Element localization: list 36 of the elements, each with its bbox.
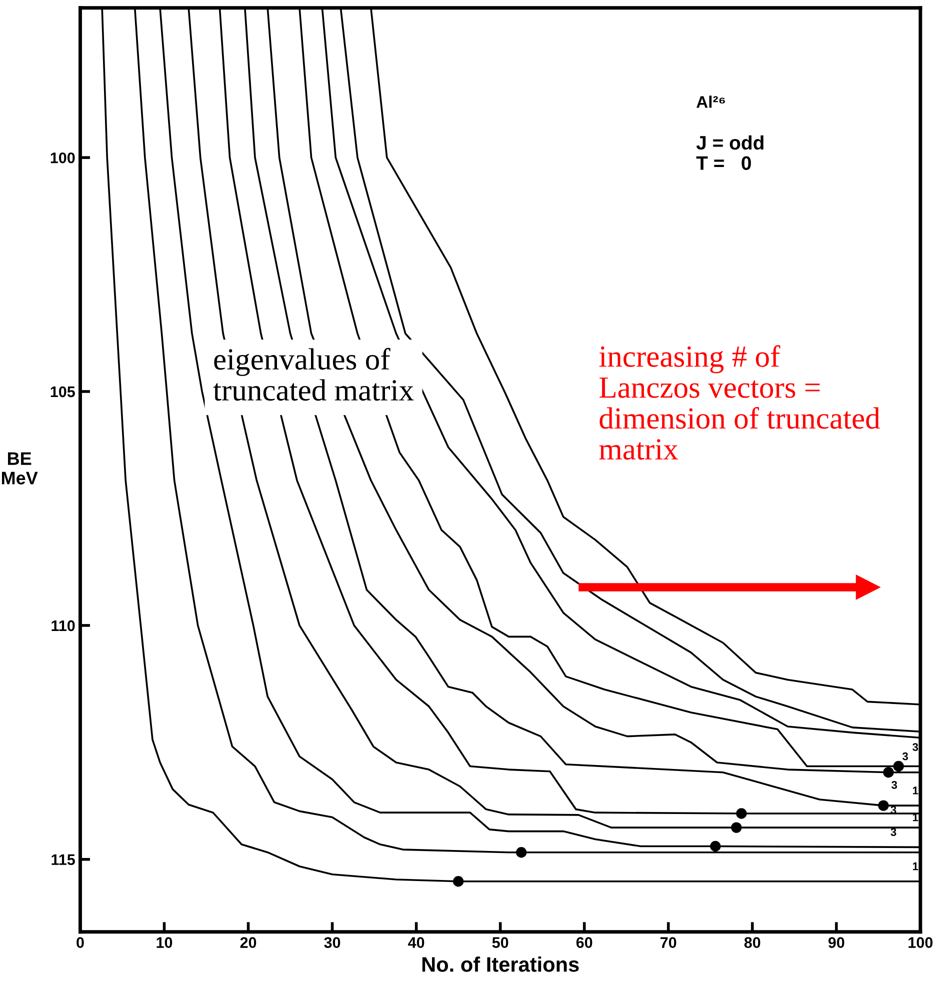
x-tick-label: 80 [744,937,760,948]
x-tick-label: 40 [408,937,424,948]
x-tick-label: 0 [76,937,84,948]
y-tick-label: 100 [50,152,75,164]
x-tick-label: 10 [156,937,172,948]
annotation: 3 [890,828,896,836]
annotation: 1 [912,862,918,870]
y-tick-label: 105 [50,386,75,398]
annotation: 3 [912,743,918,751]
x-tick-label: 20 [240,937,256,948]
point [878,800,889,811]
annotation: increasing # of Lanczos vectors = dimension of truncated matrix [599,345,880,460]
annotation: T = 0 [696,156,751,170]
y-axis-title: BE MeV [2,452,38,484]
x-tick-label: 70 [660,937,676,948]
x-tick-label: 30 [324,937,340,948]
point [710,840,721,852]
y-tick-label: 115 [52,854,75,866]
annotation: 3 [892,781,898,789]
annotation: Al²⁶ [696,96,725,108]
annotation: 3 [902,752,908,760]
annotation: J = odd [696,135,764,150]
x-tick-label: 60 [576,937,592,948]
x-tick-label: 50 [492,937,508,948]
x-tick-label: 90 [828,937,844,948]
point [731,822,742,833]
x-tick-label: 100 [908,937,933,948]
y-tick-label: 110 [52,620,75,632]
point [893,760,904,772]
point [736,808,747,819]
point [516,846,527,858]
x-axis-title: No. of Iterations [422,956,579,972]
annotation: eigenvalues of truncated matrix [213,348,414,401]
point [883,766,894,778]
point [452,876,464,887]
annotation: 1 [912,786,918,794]
